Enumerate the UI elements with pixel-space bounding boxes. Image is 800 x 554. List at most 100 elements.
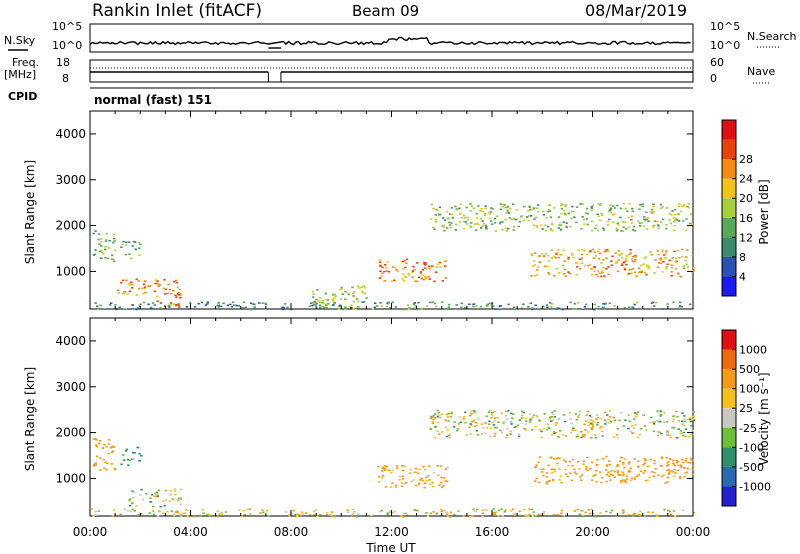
velocity-cell-4 bbox=[510, 423, 513, 425]
power-cell-7 bbox=[643, 219, 646, 222]
velocity-cell-2 bbox=[172, 499, 175, 501]
power-cell-5 bbox=[343, 308, 347, 310]
power-cell-5 bbox=[312, 293, 315, 296]
velocity-cell-6 bbox=[532, 513, 535, 516]
power-cell-8 bbox=[656, 250, 659, 252]
power-cell-8 bbox=[537, 255, 540, 257]
power-cell-5 bbox=[340, 298, 343, 300]
velocity-cell-6 bbox=[449, 516, 452, 518]
power-cell-8 bbox=[657, 253, 661, 256]
power-cell-7 bbox=[449, 213, 452, 215]
power-cell-4 bbox=[249, 302, 253, 305]
power-cell-2 bbox=[135, 294, 139, 296]
power-cell-7 bbox=[558, 223, 562, 225]
velocity-cell-6 bbox=[119, 513, 122, 516]
velocity-cell-4 bbox=[489, 436, 492, 438]
power-cell-7 bbox=[569, 225, 572, 228]
power-ytick-label-0: 1000 bbox=[55, 264, 86, 278]
velocity-cell-3 bbox=[409, 468, 412, 471]
power-cell-7 bbox=[526, 209, 530, 212]
velocity-cell-5 bbox=[653, 471, 656, 474]
power-cell-7 bbox=[590, 220, 594, 223]
velocity-cell-4 bbox=[613, 419, 617, 422]
velocity-cell-5 bbox=[652, 475, 656, 477]
velocity-cell-5 bbox=[681, 461, 685, 464]
power-cell-8 bbox=[674, 261, 678, 264]
power-cell-9 bbox=[569, 301, 572, 304]
power-cell-4 bbox=[206, 303, 209, 305]
velocity-cell-5 bbox=[559, 475, 562, 477]
power-cell-7 bbox=[640, 222, 643, 224]
velocity-cell-4 bbox=[493, 435, 496, 437]
velocity-cell-4 bbox=[510, 412, 513, 415]
power-cell-7 bbox=[541, 228, 544, 230]
velocity-cell-6 bbox=[379, 510, 382, 513]
velocity-cell-4 bbox=[591, 425, 595, 428]
velocity-cell-4 bbox=[586, 410, 590, 413]
velocity-cell-2 bbox=[179, 498, 182, 501]
power-cell-2 bbox=[178, 288, 182, 291]
power-cell-7 bbox=[451, 217, 455, 219]
power-cell-8 bbox=[597, 257, 601, 260]
velocity-cell-6 bbox=[511, 508, 515, 511]
power-cell-5 bbox=[357, 306, 360, 308]
velocity-cell-4 bbox=[448, 433, 452, 436]
velocity-cell-6 bbox=[485, 509, 488, 511]
power-cell-7 bbox=[560, 224, 563, 226]
power-cell-8 bbox=[615, 260, 619, 263]
velocity-cell-1 bbox=[128, 459, 131, 462]
power-cell-7 bbox=[459, 212, 462, 214]
velocity-cell-3 bbox=[395, 467, 399, 470]
velocity-cell-4 bbox=[490, 416, 493, 419]
power-cell-2 bbox=[167, 283, 170, 286]
power-cell-7 bbox=[615, 227, 618, 230]
velocity-cell-4 bbox=[506, 428, 509, 430]
power-cell-3 bbox=[164, 293, 167, 295]
power-cell-4 bbox=[167, 304, 170, 307]
power-cell-7 bbox=[512, 226, 515, 228]
time-axis: 00:00 04:00 08:00 12:00 16:00 20:00 00:00 bbox=[73, 525, 711, 539]
velocity-cell-5 bbox=[639, 470, 643, 472]
velocity-cell-5 bbox=[621, 479, 624, 481]
power-cell-8 bbox=[629, 268, 632, 271]
velocity-cell-6 bbox=[94, 510, 97, 513]
power-cell-7 bbox=[643, 218, 646, 220]
power-cell-0 bbox=[108, 239, 111, 242]
power-cell-7 bbox=[529, 208, 532, 211]
velocity-cell-5 bbox=[616, 464, 620, 467]
velocity-cell-6 bbox=[426, 514, 430, 517]
velocity-cell-6 bbox=[651, 511, 654, 514]
power-cell-7 bbox=[652, 205, 655, 208]
velocity-cell-4 bbox=[563, 420, 567, 423]
power-cell-7 bbox=[488, 217, 492, 220]
velocity-cell-4 bbox=[453, 421, 456, 423]
power-cell-2 bbox=[172, 280, 176, 283]
power-cell-5 bbox=[355, 298, 359, 300]
power-cell-9 bbox=[310, 302, 313, 304]
velocity-cell-3 bbox=[377, 465, 380, 468]
velocity-cell-6 bbox=[172, 513, 176, 516]
velocity-cell-6 bbox=[501, 515, 504, 518]
power-cell-7 bbox=[682, 220, 685, 222]
velocity-cell-2 bbox=[177, 497, 181, 500]
power-cell-8 bbox=[622, 261, 626, 263]
velocity-cell-3 bbox=[398, 475, 402, 478]
velocity-cell-3 bbox=[390, 486, 393, 488]
velocity-cell-5 bbox=[653, 459, 656, 462]
power-cell-7 bbox=[549, 229, 553, 231]
velocity-cell-6 bbox=[462, 515, 465, 517]
power-cell-7 bbox=[615, 229, 619, 232]
velocity-cell-5 bbox=[668, 458, 671, 460]
power-cell-8 bbox=[617, 250, 621, 252]
velocity-cell-4 bbox=[620, 411, 623, 414]
velocity-cell-4 bbox=[656, 410, 659, 412]
velocity-cell-4 bbox=[689, 417, 692, 419]
velocity-cell-4 bbox=[691, 430, 694, 432]
velocity-cell-3 bbox=[400, 482, 404, 484]
power-cell-7 bbox=[506, 210, 509, 212]
power-cell-7 bbox=[470, 222, 473, 224]
power-cell-7 bbox=[507, 212, 511, 214]
power-cell-7 bbox=[651, 212, 654, 214]
power-cell-8 bbox=[558, 272, 561, 274]
power-cell-9 bbox=[315, 302, 319, 305]
